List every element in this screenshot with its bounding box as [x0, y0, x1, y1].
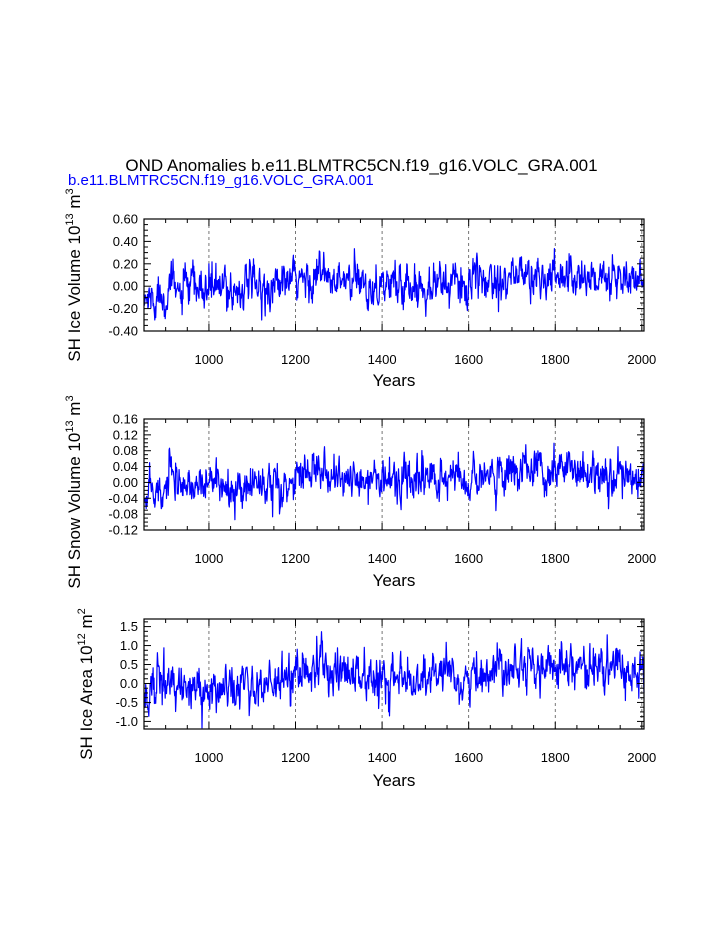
x-tick-label: 1200 [281, 750, 310, 765]
x-tick-label: 1800 [541, 352, 570, 367]
figure-title: OND Anomalies b.e11.BLMTRC5CN.f19_g16.VO… [125, 156, 598, 175]
y-tick-label: -1.0 [116, 714, 138, 729]
y-tick-label: -0.08 [108, 507, 138, 522]
x-tick-label: 2000 [627, 750, 656, 765]
x-tick-label: 1000 [194, 750, 223, 765]
series-line [143, 631, 645, 729]
x-tick-label: 1800 [541, 551, 570, 566]
y-tick-label: 1.0 [120, 638, 138, 653]
y-tick-label: 0.12 [113, 427, 138, 442]
y-tick-label: 1.5 [120, 619, 138, 634]
chart-panel-3: 1000 1200 1400 1600 1800 2000 -1.0 -0.5 0.0 0.5 1.… [76, 608, 656, 790]
y-tick-label: 0.00 [113, 475, 138, 490]
y-tick-label: 0.60 [113, 212, 138, 227]
x-tick-label: 1400 [368, 551, 397, 566]
y-axis-label: SH Snow Volume 1013 m3 [64, 395, 84, 588]
chart-panel-1: 1000 1200 1400 1600 1800 2000 -0.40 -0.20 0.00 0.… [64, 188, 656, 390]
y-tick-label: 0.08 [113, 443, 138, 458]
y-tick-label: -0.40 [108, 324, 138, 339]
x-tick-label: 1000 [194, 551, 223, 566]
x-tick-label: 1600 [454, 352, 483, 367]
x-tick-label: 1400 [368, 750, 397, 765]
x-tick-label: 1600 [454, 551, 483, 566]
y-tick-label: -0.04 [108, 491, 138, 506]
y-tick-label: 0.5 [120, 657, 138, 672]
x-tick-label: 1200 [281, 352, 310, 367]
chart-panel-2: 1000 1200 1400 1600 1800 2000-0.12-0.08-0.040… [64, 395, 656, 590]
x-tick-label: 2000 [627, 551, 656, 566]
x-axis-label: Years [373, 771, 416, 790]
y-axis-label: SH Ice Area 1012 m2 [76, 608, 96, 760]
x-tick-label: 1400 [368, 352, 397, 367]
y-tick-label: -0.20 [108, 301, 138, 316]
figure-subtitle: b.e11.BLMTRC5CN.f19_g16.VOLC_GRA.001 [68, 172, 374, 189]
series-line [143, 442, 645, 521]
x-tick-label: 1000 [194, 352, 223, 367]
y-axis-label: SH Ice Volume 1013 m3 [64, 188, 84, 361]
x-tick-label: 2000 [627, 352, 656, 367]
x-axis-label: Years [373, 571, 416, 590]
x-tick-label: 1200 [281, 551, 310, 566]
y-tick-label: -0.5 [116, 695, 138, 710]
y-tick-label: -0.12 [108, 523, 138, 538]
x-tick-label: 1600 [454, 750, 483, 765]
y-tick-label: 0.16 [113, 412, 138, 427]
y-tick-label: 0.20 [113, 256, 138, 271]
x-axis-label: Years [373, 371, 416, 390]
y-tick-label: 0.00 [113, 279, 138, 294]
y-tick-label: 0.0 [120, 676, 138, 691]
y-tick-label: 0.40 [113, 234, 138, 249]
y-tick-label: 0.04 [113, 459, 138, 474]
series-line [143, 248, 645, 321]
x-tick-label: 1800 [541, 750, 570, 765]
